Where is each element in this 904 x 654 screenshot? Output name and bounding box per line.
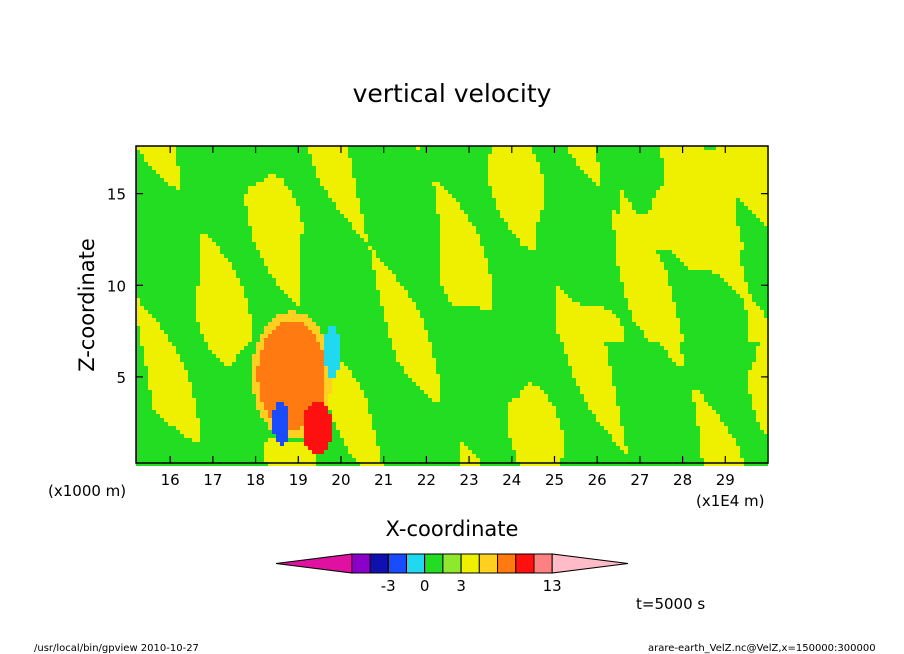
- y-tick-label-15: 15: [107, 186, 126, 204]
- x-tick-label-18: 18: [246, 471, 265, 489]
- colorbar-box-6: [460, 553, 480, 574]
- colorbar-box-5: [442, 553, 462, 574]
- x-tick-label-19: 19: [289, 471, 308, 489]
- x-tick-label-17: 17: [203, 471, 222, 489]
- colorbar-box-10: [533, 553, 553, 574]
- chart-title: vertical velocity: [353, 79, 552, 108]
- x-tick-label-23: 23: [460, 471, 479, 489]
- x-unit-right: (x1E4 m): [696, 492, 765, 510]
- y-tick-label-10: 10: [107, 277, 126, 295]
- colorbar-box-1: [369, 553, 389, 574]
- x-axis: 16 17 18 19 20 21 22 23 24 25 26 27 28 29: [161, 146, 735, 489]
- plot-area: [136, 146, 768, 466]
- colorbar-box-2: [387, 553, 407, 574]
- colorbar-box-4: [424, 553, 444, 574]
- colorbar-tick--3: -3: [381, 577, 396, 595]
- colorbar-arrow-left: [275, 553, 353, 574]
- field-layer: [136, 146, 768, 466]
- colorbar-tick-3: 3: [456, 577, 466, 595]
- colorbar-box-9: [515, 553, 535, 574]
- colorbar-box-7: [478, 553, 499, 574]
- colorbar-box-0: [351, 553, 371, 574]
- x-tick-label-16: 16: [161, 471, 180, 489]
- y-axis: 5 10 15: [107, 186, 768, 387]
- colorbar: [275, 553, 629, 574]
- x-tick-label-22: 22: [417, 471, 436, 489]
- y-axis-label: Z-coordinate: [75, 238, 99, 372]
- colorbar-tick-0: 0: [420, 577, 430, 595]
- footer-right: arare-earth_VelZ.nc@VelZ,x=150000:300000: [648, 643, 876, 654]
- colorbar-tick-labels: -3 0 3 13: [381, 577, 562, 595]
- x-tick-label-26: 26: [588, 471, 607, 489]
- x-tick-label-25: 25: [545, 471, 564, 489]
- x-axis-label: X-coordinate: [386, 517, 519, 541]
- x-tick-label-27: 27: [630, 471, 649, 489]
- x-unit-left: (x1000 m): [48, 482, 126, 500]
- plot-frame: [135, 145, 769, 464]
- x-tick-label-24: 24: [502, 471, 521, 489]
- colorbar-tick-13: 13: [543, 577, 562, 595]
- time-label: t=5000 s: [636, 595, 705, 613]
- footer-left: /usr/local/bin/gpview 2010-10-27: [34, 643, 199, 654]
- x-tick-label-21: 21: [374, 471, 393, 489]
- x-tick-label-20: 20: [331, 471, 350, 489]
- colorbar-arrow-right: [551, 553, 629, 574]
- x-tick-label-28: 28: [673, 471, 692, 489]
- colorbar-box-3: [405, 553, 426, 574]
- y-tick-label-5: 5: [116, 369, 126, 387]
- x-tick-label-29: 29: [716, 471, 735, 489]
- colorbar-box-8: [497, 553, 517, 574]
